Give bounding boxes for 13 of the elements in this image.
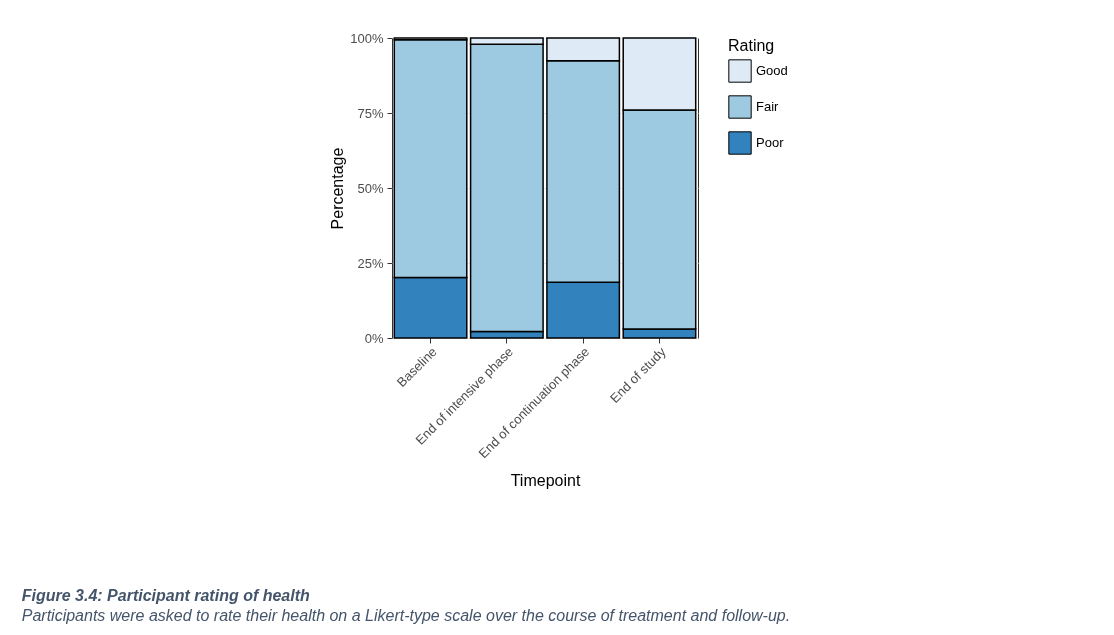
x-axis-title: Timepoint — [510, 472, 581, 489]
y-tick-label: 75% — [357, 105, 384, 121]
y-tick-label: 100% — [350, 30, 384, 46]
y-axis-title: Percentage — [329, 147, 347, 230]
y-tick-label: 50% — [357, 180, 384, 196]
legend-title: Rating — [728, 37, 775, 54]
legend-label: Good — [756, 63, 788, 78]
y-tick-label: 25% — [357, 255, 384, 271]
text: Figure 3.4: Participant rating of health — [21, 587, 311, 605]
y-tick-label: 0% — [364, 330, 384, 346]
text: Participants were asked to rate their health on a Likert-type scale over the course of treatment and follow-up. — [21, 607, 791, 625]
legend-label: Poor — [756, 135, 785, 150]
legend-label: Fair — [756, 99, 780, 114]
